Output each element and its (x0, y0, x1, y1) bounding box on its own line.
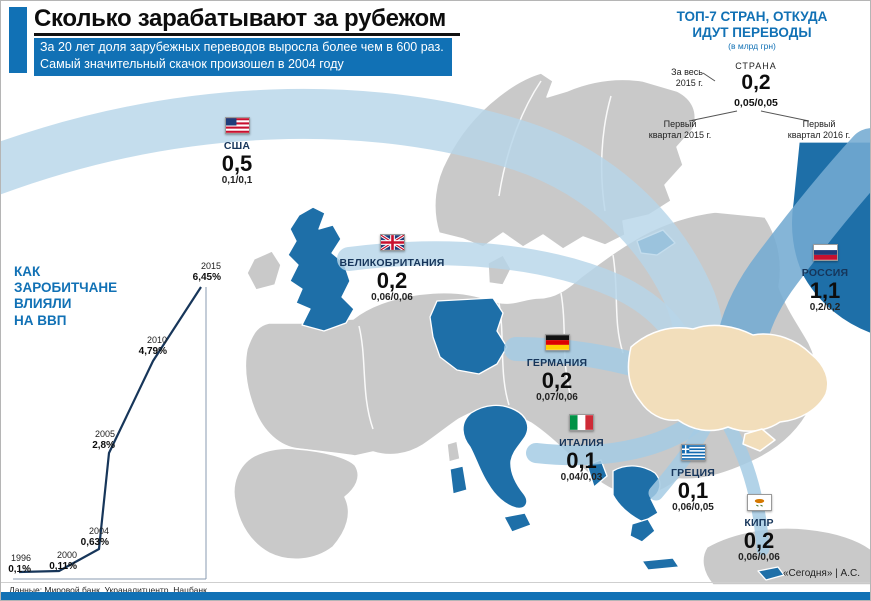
germany-flag-icon (544, 334, 570, 351)
cyprus-flow-band (720, 415, 770, 556)
cyprus-flag-icon (746, 494, 772, 511)
iberia-shape (233, 447, 359, 560)
subtitle-line-2: Самый значительный скачок произошел в 20… (40, 57, 344, 71)
country-total: 0,2 (376, 268, 408, 293)
gdp-point-2010: 2010 4,79% (127, 335, 167, 357)
country-quarters: 0,07/0,06 (536, 392, 578, 404)
crete-shape (641, 557, 680, 571)
gdp-axis (13, 287, 207, 580)
country-name: США (223, 140, 251, 152)
country-name: ВЕЛИКОБРИТАНИЯ (339, 257, 445, 269)
gdp-value: 2,8% (92, 439, 115, 451)
subtitle-line-1: За 20 лет доля зарубежных переводов выро… (40, 40, 444, 54)
gdp-point-2005: 2005 2,8% (79, 429, 115, 451)
cyprus-shape (757, 566, 785, 581)
sardinia-shape (449, 465, 468, 495)
gdp-point-2004: 2004 0,63% (73, 526, 109, 548)
corsica-shape (446, 440, 461, 463)
country-label-italy: ИТАЛИЯ 0,1 0,04/0,03 (534, 414, 629, 483)
gdp-year: 2000 (56, 550, 77, 560)
gdp-value: 0,11% (49, 560, 77, 572)
country-label-usa: США 0,5 0,1/0,1 (194, 117, 280, 186)
greece-flag-icon (680, 444, 706, 461)
country-quarters: 0,06/0,05 (672, 502, 714, 514)
country-label-germany: ГЕРМАНИЯ 0,2 0,07/0,06 (507, 334, 607, 403)
gdp-line (18, 286, 202, 574)
country-total: 0,5 (221, 151, 253, 176)
gdp-point-2000: 2000 0,11% (43, 550, 77, 572)
gdp-point-1996: 1996 0,1% (1, 553, 31, 575)
gdp-year: 2004 (88, 526, 109, 536)
italy-flag-icon (569, 414, 594, 431)
gdp-value: 6,45% (192, 271, 221, 283)
turkey-shape (702, 527, 870, 586)
legend-connector-lines (688, 72, 810, 122)
country-quarters: 0,06/0,06 (371, 292, 413, 304)
usa-flow-band (1, 88, 724, 381)
sicily-shape (503, 512, 532, 533)
gdp-chart-title: КАК ЗАРОБИТЧАНЕ ВЛИЯЛИ НА ВВП (14, 264, 118, 328)
country-total: 0,1 (677, 478, 709, 503)
legend: ТОП-7 СТРАН, ОТКУДА ИДУТ ПЕРЕВОДЫ (в млр… (637, 9, 867, 149)
gdp-year: 1996 (10, 553, 31, 563)
gdp-point-2015: 2015 6,45% (181, 261, 221, 283)
legend-q1-2016-label: Первый квартал 2016 г. (787, 119, 851, 141)
russia-flag-icon (812, 244, 838, 261)
usa-flag-icon (224, 117, 250, 134)
country-name: ГРЕЦИЯ (671, 467, 715, 479)
ukraine-group (627, 324, 829, 452)
legend-sample-total: 0,2 (741, 71, 771, 95)
peloponnese-shape (629, 518, 656, 543)
country-quarters: 0,06/0,06 (738, 552, 780, 564)
bottom-accent-bar (1, 592, 870, 600)
ukraine-shape (627, 324, 829, 432)
publisher-credit: «Сегодня» | А.С. (782, 568, 860, 579)
country-total: 1,1 (809, 278, 841, 303)
legend-total-label: За весь 2015 г. (671, 67, 703, 89)
country-total: 0,2 (743, 528, 775, 553)
uk-shape (287, 206, 355, 332)
gdp-year: 2010 (146, 335, 167, 345)
country-quarters: 0,2/0,2 (809, 302, 841, 314)
gdp-year: 2015 (200, 261, 221, 271)
ireland-shape (246, 250, 282, 291)
russia-flow-band (718, 128, 870, 361)
accent-bar (9, 7, 27, 73)
country-label-uk: ВЕЛИКОБРИТАНИЯ 0,2 0,06/0,06 (331, 234, 453, 303)
italy-shape (462, 404, 529, 509)
country-name: ГЕРМАНИЯ (526, 357, 588, 369)
legend-q1-2015-label: Первый квартал 2015 г. (648, 119, 712, 141)
legend-country-placeholder: СТРАНА (735, 61, 777, 72)
legend-title: ТОП-7 СТРАН, ОТКУДА ИДУТ ПЕРЕВОДЫ (676, 9, 828, 40)
country-name: КИПР (744, 517, 774, 529)
legend-units: (в млрд грн) (728, 41, 776, 52)
country-total: 0,1 (566, 448, 597, 473)
gdp-year: 2005 (94, 429, 115, 439)
legend-sample-quarters: 0,05/0,05 (734, 97, 778, 110)
crimea-shape (742, 428, 776, 452)
gdp-chart (13, 286, 207, 580)
germany-shape (429, 297, 508, 375)
uk-flag-icon (379, 234, 405, 251)
gdp-value: 0,1% (8, 563, 31, 575)
country-name: РОССИЯ (801, 267, 849, 279)
country-label-greece: ГРЕЦИЯ 0,1 0,06/0,05 (650, 444, 736, 513)
legend-sample: За весь 2015 г. СТРАНА 0,2 0,05/0,05 Пер… (637, 57, 867, 149)
footer-divider (1, 582, 870, 583)
page-title: Сколько зарабатывают за рубежом (34, 5, 461, 36)
uk-flow-band (337, 241, 695, 358)
country-quarters: 0,04/0,03 (560, 472, 603, 484)
gdp-value: 0,63% (80, 536, 109, 548)
country-name: ИТАЛИЯ (559, 437, 604, 449)
subtitle-box: За 20 лет доля зарубежных переводов выро… (34, 38, 452, 76)
country-label-cyprus: КИПР 0,2 0,06/0,06 (717, 494, 801, 563)
country-label-russia: РОССИЯ 1,1 0,2/0,2 (779, 244, 870, 314)
gdp-value: 4,79% (138, 345, 167, 357)
data-source: Данные: Мировой банк, Украналитцентр, На… (9, 585, 207, 595)
country-total: 0,2 (541, 368, 573, 393)
country-quarters: 0,1/0,1 (221, 175, 253, 187)
